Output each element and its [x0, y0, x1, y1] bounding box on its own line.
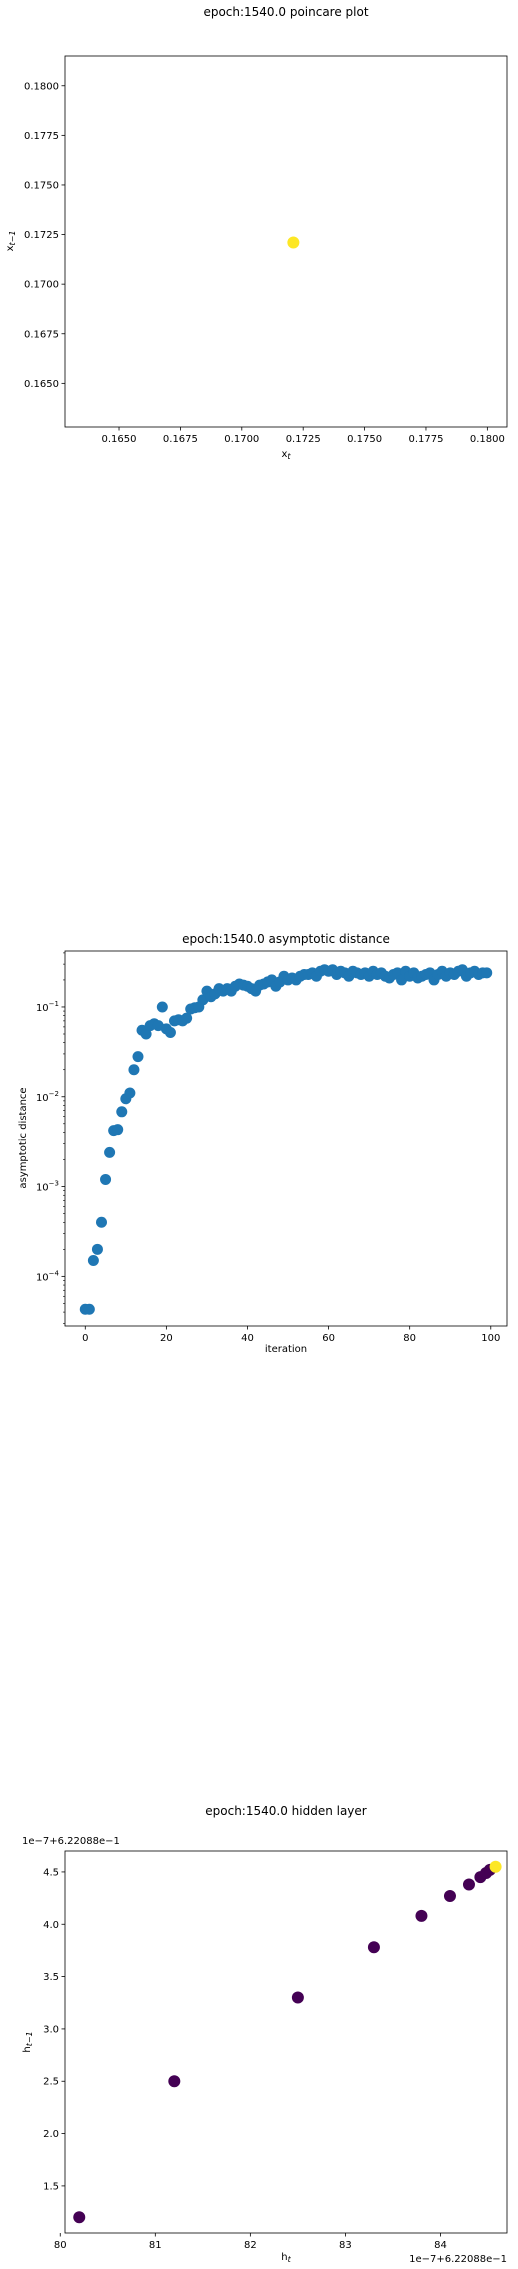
data-point [104, 1146, 116, 1158]
hidden-layer-marks [73, 1860, 502, 2224]
poincare-plot-frame [64, 55, 508, 428]
hidden-layer-x-ticks: 80 81 82 83 84 [54, 2233, 447, 2251]
data-point [367, 1941, 380, 1954]
data-point [415, 1909, 428, 1922]
asymptotic-distance-chart: epoch:1540.0 asymptotic distance 0 20 40 60… [18, 932, 508, 1355]
data-point [291, 1991, 304, 2004]
y-tick-label: 3.0 [43, 2024, 59, 2035]
y-tick-label: 0.1800 [24, 81, 59, 92]
poincare-plot-x-ticks: 0.1650 0.1675 0.1700 0.1725 0.1750 0.1775 0.18… [102, 427, 505, 445]
data-point [181, 1012, 193, 1024]
hidden-layer-x-offset-text: 1e−7+6.22088e−1 [409, 2254, 507, 2265]
poincare-plot-marks [287, 236, 300, 249]
y-tick-label: 2.5 [43, 2077, 59, 2088]
data-point [140, 1028, 152, 1040]
hidden-layer-y-ticks: 1.5 2.0 2.5 3.0 3.5 4.0 4.5 [43, 1867, 65, 2192]
poincare-plot-y-label: xt−1 [5, 231, 17, 252]
y-tick-label: 0.1725 [24, 230, 59, 241]
x-tick-label: 0.1800 [470, 434, 505, 445]
x-tick-label: 0.1725 [286, 434, 321, 445]
data-point [156, 1001, 168, 1013]
data-point [87, 1255, 99, 1267]
data-point [124, 1087, 136, 1099]
x-tick-label: 82 [244, 2240, 257, 2251]
y-tick-label: 0.1675 [24, 329, 59, 340]
hidden-layer-frame [64, 1850, 508, 2234]
y-tick-label: 3.5 [43, 1972, 59, 1983]
y-tick-label: 10−3 [36, 1180, 59, 1194]
y-tick-label: 4.5 [43, 1867, 59, 1878]
y-tick-label: 10−2 [36, 1090, 59, 1104]
data-point [112, 1124, 124, 1136]
data-point [462, 1878, 475, 1891]
x-tick-label: 84 [434, 2240, 447, 2251]
y-tick-label: 0.1650 [24, 379, 59, 390]
data-point [132, 1051, 144, 1063]
poincare-plot-x-label: xt [281, 449, 291, 461]
x-tick-label: 0.1675 [163, 434, 198, 445]
data-point [164, 1026, 176, 1038]
asymptotic-distance-x-ticks: 0 20 40 60 80 100 [82, 1326, 500, 1344]
data-point [168, 2075, 181, 2088]
hidden-layer-x-label: ht [281, 2252, 291, 2264]
y-tick-label: 10−1 [36, 1000, 59, 1014]
x-tick-label: 0.1775 [408, 434, 443, 445]
x-tick-label: 0 [82, 1333, 88, 1344]
x-tick-label: 0.1700 [224, 434, 259, 445]
x-tick-label: 83 [339, 2240, 352, 2251]
x-tick-label: 0.1750 [347, 434, 382, 445]
asymptotic-distance-marks [79, 964, 493, 1315]
y-tick-label: 4.0 [43, 1920, 59, 1931]
data-point [443, 1890, 456, 1903]
y-tick-label: 10−4 [36, 1269, 60, 1283]
y-tick-label: 0.1750 [24, 180, 59, 191]
data-point [95, 1216, 107, 1228]
poincare-plot-chart: epoch:1540.0 poincare plot 0.1650 0.1675 0… [5, 5, 508, 461]
poincare-plot-title: epoch:1540.0 poincare plot [203, 5, 368, 19]
hidden-layer-chart: epoch:1540.0 hidden layer 1e−7+6.22088e−… [22, 1804, 508, 2265]
y-tick-label: 0.1775 [24, 131, 59, 142]
hidden-layer-title: epoch:1540.0 hidden layer [205, 1804, 367, 1818]
asymptotic-distance-y-ticks: 10−4 10−3 10−2 10−1 [36, 952, 65, 1324]
data-point [481, 967, 493, 979]
hidden-layer-y-offset-text: 1e−7+6.22088e−1 [22, 1836, 120, 1847]
data-point [116, 1106, 128, 1118]
data-point [91, 1243, 103, 1255]
asymptotic-distance-title: epoch:1540.0 asymptotic distance [182, 932, 390, 946]
asymptotic-distance-frame [64, 950, 508, 1327]
x-tick-label: 80 [54, 2240, 67, 2251]
x-tick-label: 40 [241, 1333, 254, 1344]
x-tick-label: 0.1650 [102, 434, 137, 445]
data-point [73, 2211, 86, 2224]
data-point [287, 236, 300, 249]
y-tick-label: 2.0 [43, 2129, 59, 2140]
poincare-plot-y-ticks: 0.1650 0.1675 0.1700 0.1725 0.1750 0.1775 0.18… [24, 81, 65, 390]
y-tick-label: 0.1700 [24, 280, 59, 291]
x-tick-label: 81 [149, 2240, 162, 2251]
x-tick-label: 60 [322, 1333, 335, 1344]
data-point [489, 1860, 502, 1873]
data-point [83, 1303, 95, 1315]
asymptotic-distance-x-label: iteration [265, 1344, 307, 1355]
data-point [128, 1064, 140, 1076]
asymptotic-distance-y-label: asymptotic distance [18, 1087, 29, 1188]
hidden-layer-y-label: ht−1 [22, 2031, 34, 2052]
x-tick-label: 20 [160, 1333, 173, 1344]
data-point [100, 1173, 112, 1185]
x-tick-label: 100 [481, 1333, 500, 1344]
y-tick-label: 1.5 [43, 2181, 59, 2192]
x-tick-label: 80 [403, 1333, 416, 1344]
